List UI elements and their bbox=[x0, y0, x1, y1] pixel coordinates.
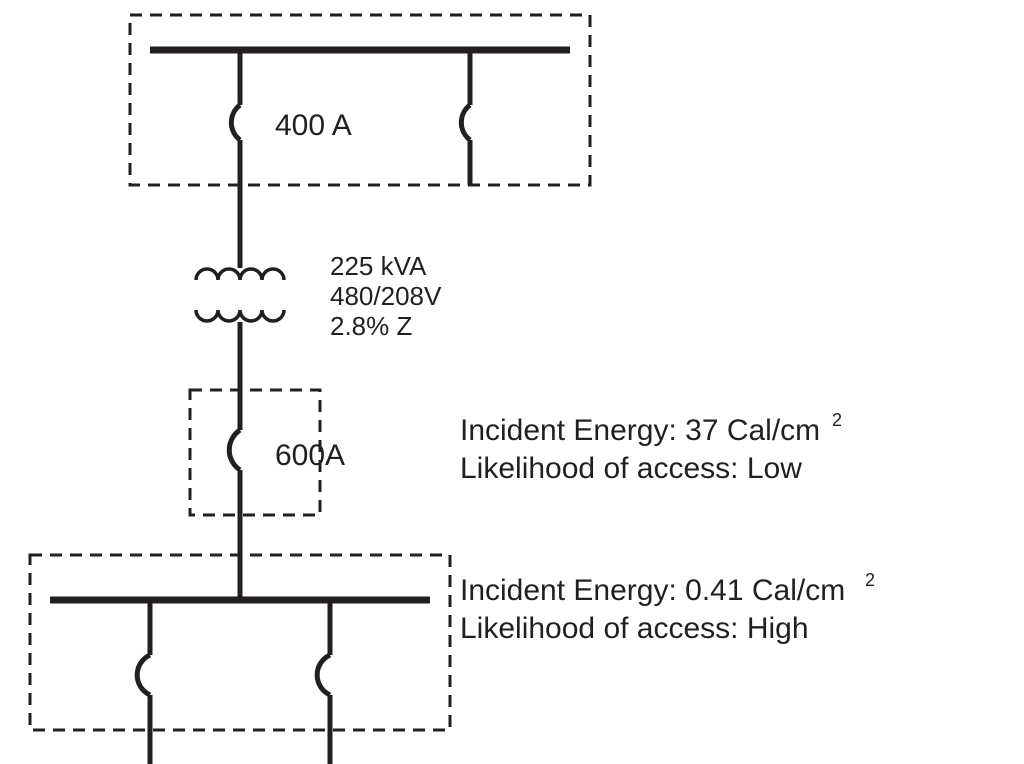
mid-breaker-label: 600A bbox=[275, 439, 345, 472]
top-right-breaker bbox=[461, 50, 470, 185]
top-panel-box bbox=[130, 15, 590, 185]
bottom-left-breaker bbox=[137, 600, 150, 764]
bottom-right-breaker bbox=[317, 600, 330, 764]
top-left-breaker bbox=[231, 50, 240, 185]
single-line-diagram: 400 A 225 kVA 480/208V 2.8% Z 600A Incid… bbox=[0, 0, 1024, 764]
mid-incident-energy-label: Incident Energy: 37 Cal/cm2 bbox=[460, 410, 842, 447]
bottom-incident-energy-label: Incident Energy: 0.41 Cal/cm2 bbox=[460, 570, 875, 607]
xfmr-voltage-label: 480/208V bbox=[330, 281, 442, 311]
xfmr-kva-label: 225 kVA bbox=[330, 251, 427, 281]
xfmr-z-label: 2.8% Z bbox=[330, 311, 412, 341]
mid-breaker bbox=[229, 430, 240, 470]
top-breaker-label: 400 A bbox=[275, 109, 352, 142]
bottom-likelihood-label: Likelihood of access: High bbox=[460, 612, 809, 645]
mid-likelihood-label: Likelihood of access: Low bbox=[460, 452, 802, 485]
transformer-icon bbox=[196, 269, 284, 321]
